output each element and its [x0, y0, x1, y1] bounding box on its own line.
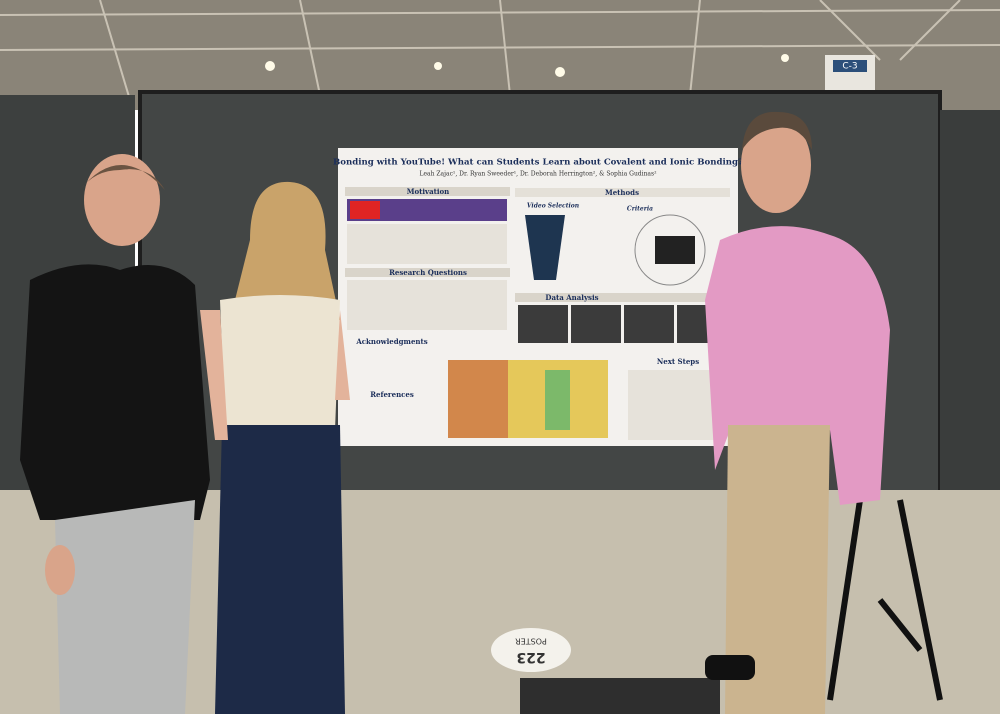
floor-sign	[491, 628, 571, 672]
person-left	[20, 154, 210, 714]
motivation-text	[347, 224, 507, 264]
easel	[827, 499, 943, 701]
section-header: References	[370, 390, 414, 399]
pillar-sign	[833, 60, 867, 72]
side-board	[940, 110, 1000, 490]
data-table-col	[448, 360, 508, 438]
section-header: Methods	[605, 188, 639, 197]
section-header: Data Analysis	[545, 293, 598, 302]
ceiling-lights	[265, 54, 789, 77]
poster-authors: Leah Zajac¹, Dr. Ryan Sweeder¹, Dr. Debo…	[420, 171, 658, 178]
subsection-header: Video Selection	[527, 203, 579, 210]
floor-box	[520, 678, 720, 714]
poster-label: POSTER	[515, 637, 547, 646]
data-table-col	[545, 370, 570, 430]
funnel	[525, 215, 565, 280]
ceiling-trusses	[0, 0, 1000, 101]
person-right	[705, 111, 890, 714]
section-header: Motivation	[407, 187, 450, 196]
section-header: Acknowledgments	[355, 337, 427, 346]
section-header-bg	[345, 187, 510, 196]
subsection-header: Criteria	[627, 206, 653, 213]
criteria-screen	[655, 236, 695, 264]
poster-title: Bonding with YouTube! What can Students …	[333, 158, 743, 168]
section-header-bg	[515, 188, 730, 197]
research-questions	[347, 280, 507, 330]
next-steps	[628, 370, 723, 440]
motivation-icons	[347, 199, 507, 221]
pillar-label: C-3	[842, 62, 857, 72]
poster-number: 223	[516, 649, 545, 665]
criteria-diagram	[634, 214, 706, 286]
section-header-bg	[345, 268, 510, 277]
section-header-bg	[515, 293, 730, 302]
section-header: Research Questions	[389, 268, 467, 277]
icon	[350, 201, 380, 219]
person-middle	[200, 181, 350, 714]
section-header: Next Steps	[657, 357, 699, 366]
